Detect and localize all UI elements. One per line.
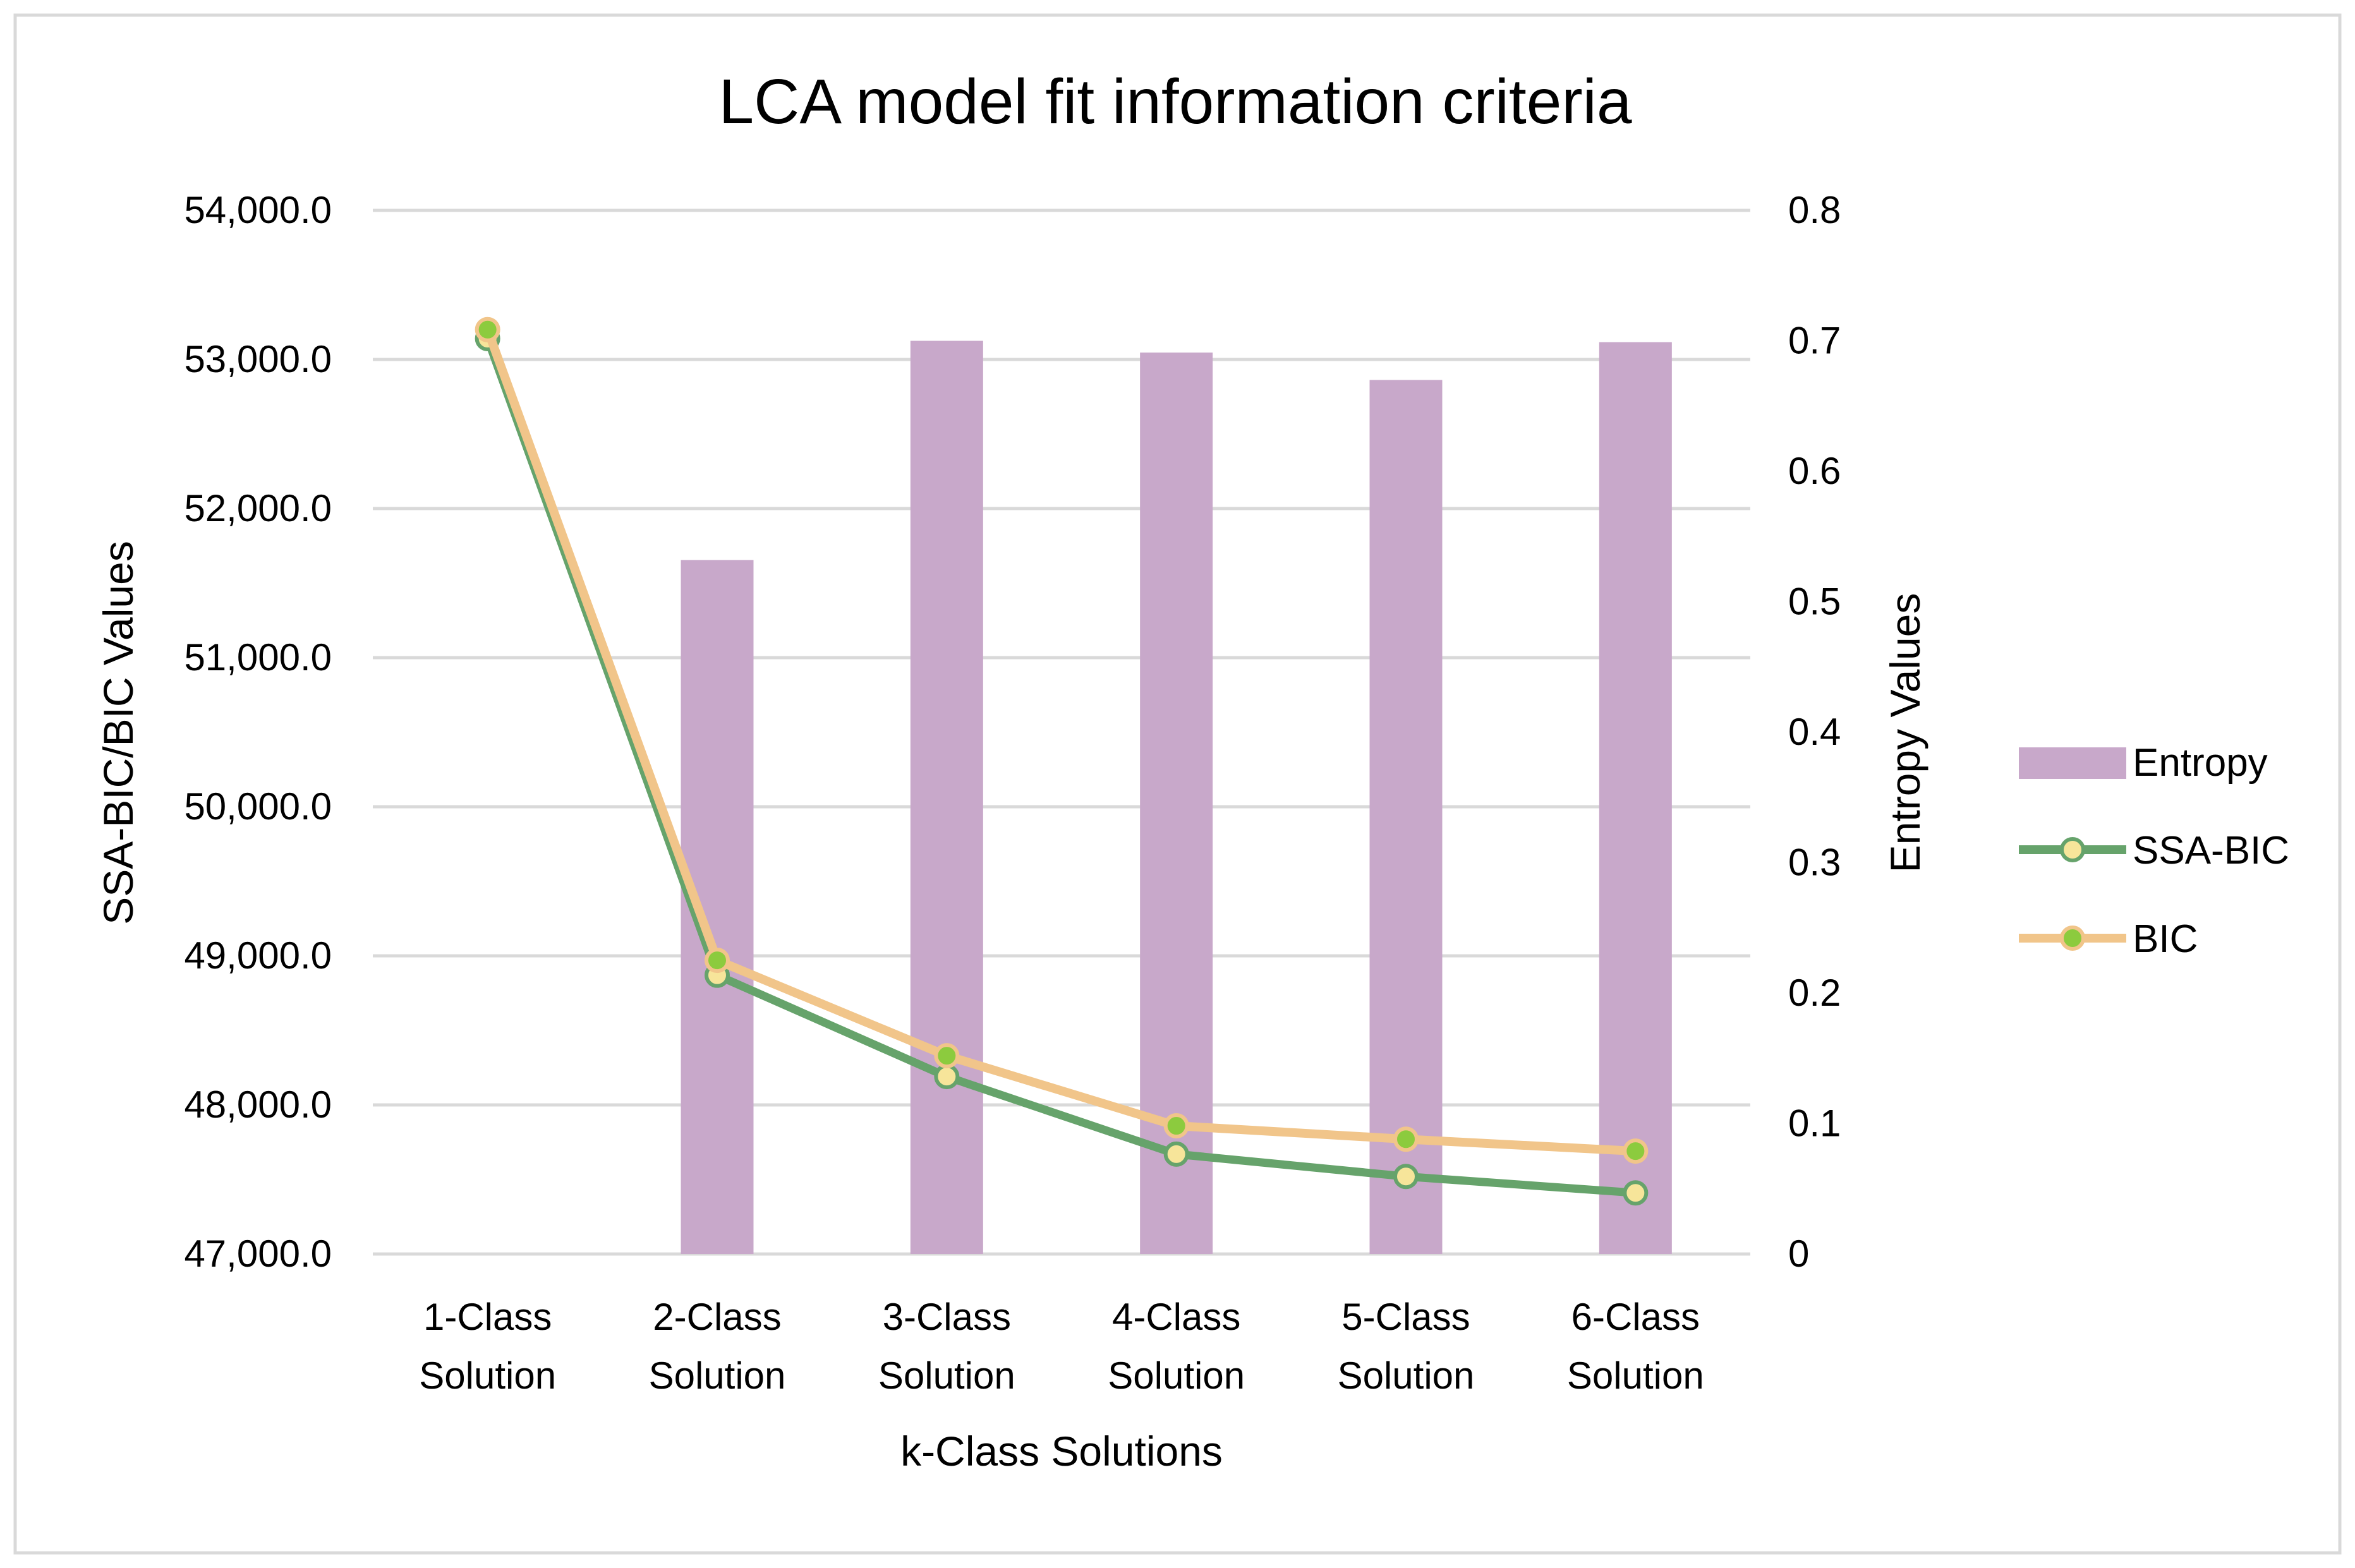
y-tick-label: 51,000.0 xyxy=(184,636,332,678)
legend-ssa-bic-label: SSA-BIC xyxy=(2133,829,2289,872)
y2-tick-label: 0.6 xyxy=(1788,450,1841,492)
legend-entropy-label: Entropy xyxy=(2133,741,2268,785)
x-tick-label: 4-Class Solution xyxy=(1108,1296,1245,1397)
bic-line xyxy=(483,325,1640,1156)
bic-point xyxy=(1393,1126,1419,1152)
entropy-bar xyxy=(910,341,983,1254)
left-axis-ticks: 47,000.0 48,000.0 49,000.0 50,000.0 51,000.0… xyxy=(184,189,332,1275)
right-axis-ticks: 0 0.1 0.2 0.3 0.4 0.5 0.6 0.7 0.8 xyxy=(1788,189,1841,1275)
ssa-bic-point xyxy=(1623,1180,1649,1206)
y2-tick-label: 0 xyxy=(1788,1233,1809,1275)
x-tick-label: 6-Class Solution xyxy=(1567,1296,1704,1397)
x-tick-label: 2-Class Solution xyxy=(649,1296,786,1397)
y2-axis-title: Entropy Values xyxy=(1882,593,1928,873)
ssa-bic-point xyxy=(1393,1164,1419,1190)
entropy-bar xyxy=(1599,342,1672,1255)
ssa-bic-line xyxy=(483,334,1640,1197)
bic-point xyxy=(475,317,500,342)
y2-tick-label: 0.2 xyxy=(1788,972,1841,1014)
ssa-bic-point xyxy=(934,1064,960,1090)
y2-tick-label: 0.1 xyxy=(1788,1102,1841,1145)
legend-bic-label: BIC xyxy=(2133,917,2198,961)
x-axis-title: k-Class Solutions xyxy=(900,1428,1223,1475)
ssa-bic-point xyxy=(1163,1141,1189,1167)
x-axis-ticks: 1-Class Solution 2-Class Solution 3-Class Sol… xyxy=(419,1296,1704,1397)
legend-ssa-bic-marker xyxy=(2060,837,2085,862)
x-tick-label: 1-Class Solution xyxy=(419,1296,556,1397)
bic-point xyxy=(934,1043,960,1069)
y2-tick-label: 0.8 xyxy=(1788,189,1841,231)
y2-tick-label: 0.4 xyxy=(1788,711,1841,753)
legend-bic-marker xyxy=(2060,926,2085,951)
legend-entropy-swatch xyxy=(2019,747,2126,779)
y-tick-label: 50,000.0 xyxy=(184,785,332,828)
y-tick-label: 54,000.0 xyxy=(184,189,332,231)
bic-point xyxy=(705,948,730,974)
entropy-bars xyxy=(681,341,1672,1255)
entropy-bar xyxy=(1369,380,1443,1255)
x-tick-label: 5-Class Solution xyxy=(1338,1296,1475,1397)
y-tick-label: 48,000.0 xyxy=(184,1083,332,1126)
y2-tick-label: 0.3 xyxy=(1788,841,1841,884)
y-tick-label: 52,000.0 xyxy=(184,487,332,529)
bic-point xyxy=(1623,1138,1649,1164)
y-tick-label: 49,000.0 xyxy=(184,934,332,977)
y-tick-label: 47,000.0 xyxy=(184,1233,332,1275)
legend: Entropy SSA-BIC BIC xyxy=(2019,741,2289,961)
y2-tick-label: 0.7 xyxy=(1788,320,1841,362)
x-tick-label: 3-Class Solution xyxy=(878,1296,1015,1397)
y2-tick-label: 0.5 xyxy=(1788,581,1841,623)
entropy-bar xyxy=(1140,353,1213,1255)
y-axis-title: SSA-BIC/BIC Values xyxy=(95,541,142,925)
y-tick-label: 53,000.0 xyxy=(184,338,332,380)
chart-title: LCA model fit information criteria xyxy=(718,66,1632,137)
bic-point xyxy=(1163,1113,1189,1139)
bic-lines xyxy=(475,317,1649,1206)
